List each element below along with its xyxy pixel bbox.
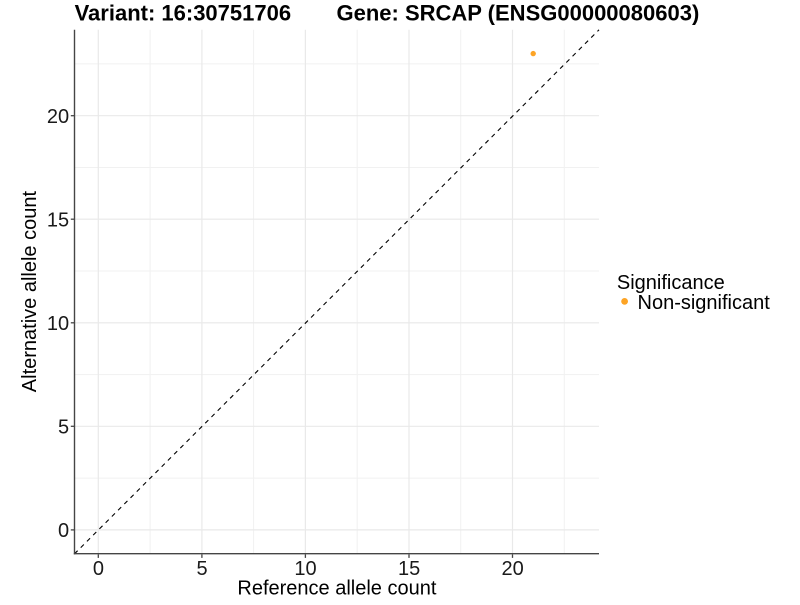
svg-text:Significance: Significance — [617, 272, 725, 294]
svg-text:0: 0 — [58, 520, 69, 542]
svg-text:20: 20 — [501, 558, 523, 580]
svg-text:15: 15 — [398, 558, 420, 580]
svg-text:0: 0 — [93, 558, 104, 580]
svg-text:Gene: SRCAP (ENSG00000080603): Gene: SRCAP (ENSG00000080603) — [337, 1, 700, 26]
svg-text:Reference allele count: Reference allele count — [237, 578, 436, 600]
svg-text:10: 10 — [47, 313, 69, 335]
svg-text:Variant: 16:30751706: Variant: 16:30751706 — [75, 1, 292, 26]
svg-text:10: 10 — [294, 558, 316, 580]
svg-text:15: 15 — [47, 209, 69, 231]
svg-text:5: 5 — [196, 558, 207, 580]
svg-text:Non-significant: Non-significant — [638, 292, 771, 314]
svg-text:20: 20 — [47, 106, 69, 128]
svg-text:5: 5 — [58, 417, 69, 439]
svg-text:Alternative allele count: Alternative allele count — [19, 191, 41, 393]
